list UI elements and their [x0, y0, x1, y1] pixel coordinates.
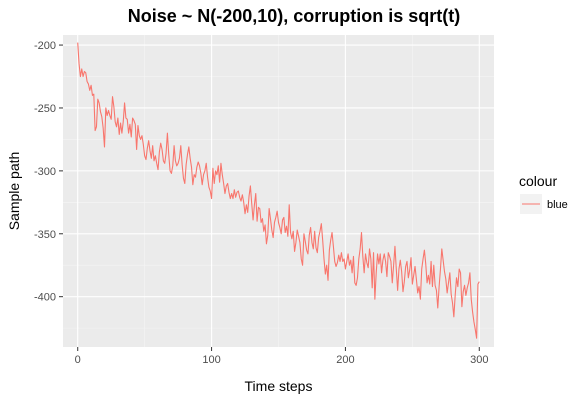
y-tick-label: -250	[34, 103, 56, 115]
y-tick-label: -350	[34, 229, 56, 241]
legend: colour blue	[519, 173, 568, 214]
x-tick-label: 0	[75, 354, 81, 366]
y-tick-label: -200	[34, 40, 56, 52]
y-axis-title: Sample path	[6, 152, 22, 231]
x-axis-ticks: 0 100 200 300	[75, 347, 488, 366]
x-axis-title: Time steps	[245, 378, 313, 394]
major-gridlines	[63, 35, 494, 347]
chart-title: Noise ~ N(-200,10), corruption is sqrt(t…	[128, 6, 461, 26]
series-line-blue	[77, 42, 480, 339]
legend-label: blue	[547, 199, 568, 211]
legend-title: colour	[519, 173, 557, 189]
series-layer	[77, 42, 480, 339]
y-tick-label: -300	[34, 166, 56, 178]
y-axis-ticks: -200 -250 -300 -350 -400	[34, 40, 63, 304]
x-tick-label: 200	[336, 354, 354, 366]
x-tick-label: 300	[470, 354, 488, 366]
y-tick-label: -400	[34, 292, 56, 304]
x-tick-label: 100	[202, 354, 220, 366]
